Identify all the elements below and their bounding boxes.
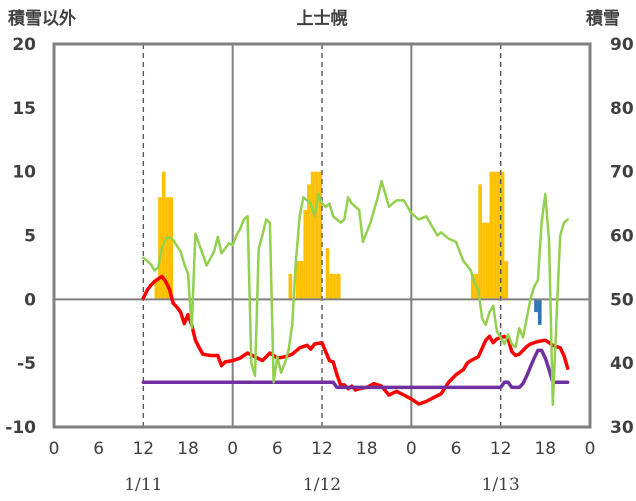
precip-bar — [288, 273, 293, 300]
precip-bar — [493, 171, 497, 300]
negative-bar — [534, 299, 538, 313]
x-tick-label: 18 — [177, 439, 199, 459]
precip-bar — [500, 171, 505, 300]
precip-bar — [496, 171, 501, 300]
precip-bar — [504, 261, 509, 300]
y-left-tick-label: -10 — [5, 418, 36, 438]
precip-bar — [314, 171, 319, 300]
y-right-tick-label: 50 — [610, 290, 634, 310]
snow-depth-line — [142, 179, 569, 406]
date-label: 1/12 — [303, 475, 341, 495]
y-right-tick-label: 40 — [610, 354, 634, 374]
precip-bar — [482, 222, 486, 300]
precip-bar — [165, 197, 170, 300]
y-right-tick-label: 60 — [610, 227, 634, 247]
y-left-tick-label: 10 — [12, 163, 36, 183]
precip-bar — [478, 184, 482, 300]
y-right-tick-label: 80 — [610, 99, 634, 119]
precip-bar — [158, 197, 162, 300]
precip-bar — [318, 171, 322, 300]
x-tick-label: 18 — [356, 439, 378, 459]
x-tick-label: 0 — [227, 439, 238, 459]
x-tick-label: 18 — [534, 439, 556, 459]
precip-bar — [154, 280, 159, 300]
y-left-tick-label: 5 — [24, 227, 36, 247]
date-label: 1/11 — [124, 475, 162, 495]
dewpoint-line — [141, 348, 570, 390]
x-tick-label: 6 — [451, 439, 462, 459]
precip-bar — [310, 171, 315, 300]
y-right-tick-label: 70 — [610, 163, 634, 183]
left-axis-label: 積雪以外 — [8, 8, 76, 29]
x-tick-label: 12 — [490, 439, 512, 459]
right-axis-label: 積雪 — [586, 8, 620, 29]
chart-title: 上士幌 — [297, 8, 348, 29]
x-tick-label: 12 — [132, 439, 154, 459]
y-left-tick-label: -5 — [17, 354, 36, 374]
y-left-tick-label: 0 — [24, 290, 36, 310]
precip-bar — [470, 273, 475, 300]
x-tick-label: 6 — [93, 439, 104, 459]
x-tick-label: 0 — [585, 439, 596, 459]
y-right-tick-label: 30 — [610, 418, 634, 438]
precip-bar — [485, 222, 490, 300]
precip-bar — [333, 273, 337, 300]
plot-frame — [52, 42, 592, 429]
precip-bar — [161, 171, 166, 300]
x-tick-label: 0 — [406, 439, 417, 459]
x-tick-label: 0 — [49, 439, 60, 459]
y-left-tick-label: 20 — [12, 35, 36, 55]
negative-bar — [537, 299, 542, 325]
precip-bar — [169, 197, 174, 300]
x-tick-label: 12 — [311, 439, 333, 459]
y-right-tick-label: 90 — [610, 35, 634, 55]
precip-bar — [295, 261, 300, 300]
precip-bar — [329, 273, 334, 300]
precip-bar — [303, 210, 308, 300]
precip-bar — [299, 261, 304, 300]
precip-bar — [489, 171, 494, 300]
y-left-tick-label: 15 — [12, 99, 36, 119]
date-label: 1/13 — [482, 475, 520, 495]
precip-bar — [325, 248, 330, 300]
x-tick-label: 6 — [272, 439, 283, 459]
precip-bar — [336, 273, 341, 300]
precip-bar — [307, 184, 311, 300]
